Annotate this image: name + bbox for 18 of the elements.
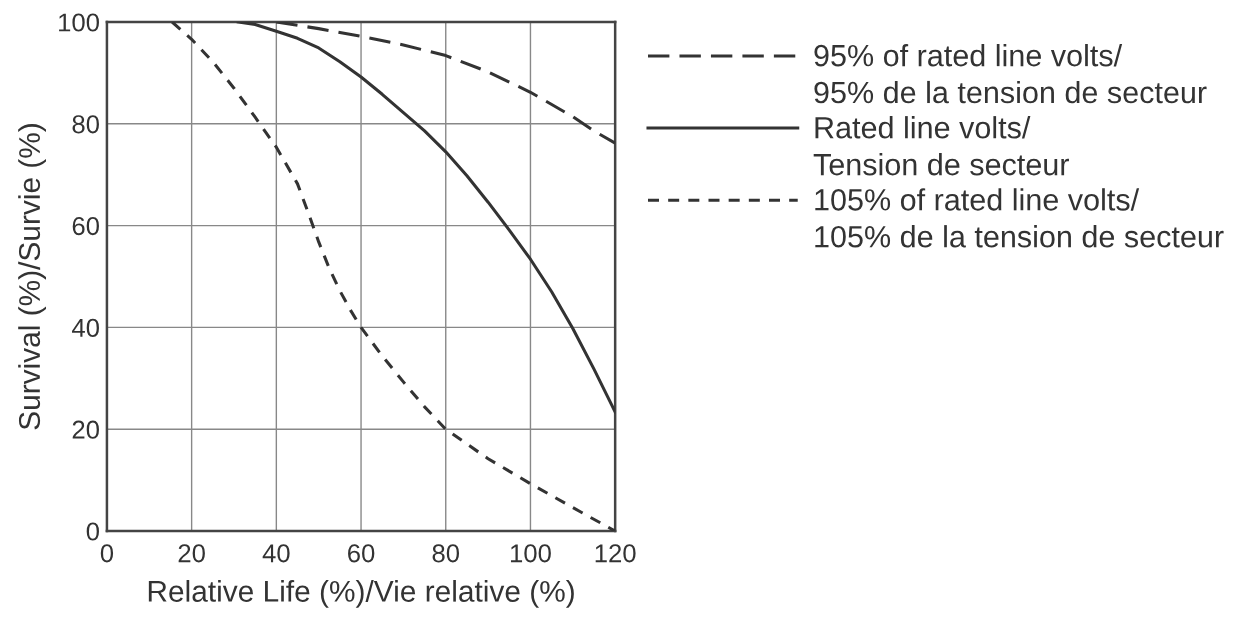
y-tick-label: 80 xyxy=(72,115,99,134)
y-tick-label: 0 xyxy=(86,522,99,541)
y-tick-label: 60 xyxy=(72,216,99,236)
y-tick-label: 100 xyxy=(59,13,99,32)
x-axis-title: Relative Life (%)/Vie relative (%) xyxy=(148,579,574,608)
y-tick-label: 20 xyxy=(72,420,99,439)
x-tick-label: 100 xyxy=(510,544,551,563)
x-tick-label: 20 xyxy=(178,544,205,563)
y-axis-title: Survival (%)/Survie (%) xyxy=(18,124,46,430)
y-tick-label: 40 xyxy=(72,318,99,337)
x-tick-label: 40 xyxy=(262,544,290,563)
legend-label: 95% of rated line volts/ 95% de la tension de secteur xyxy=(814,44,1207,104)
x-tick-label: 60 xyxy=(348,544,375,563)
legend-label: Rated line volts/ Tension de secteur xyxy=(813,116,1069,176)
x-tick-label: 120 xyxy=(595,544,636,563)
legend-label: 105% of rated line volts/ 105% de la tension de secteur xyxy=(815,188,1224,248)
x-tick-label: 0 xyxy=(100,544,114,563)
x-tick-label: 80 xyxy=(432,544,460,563)
